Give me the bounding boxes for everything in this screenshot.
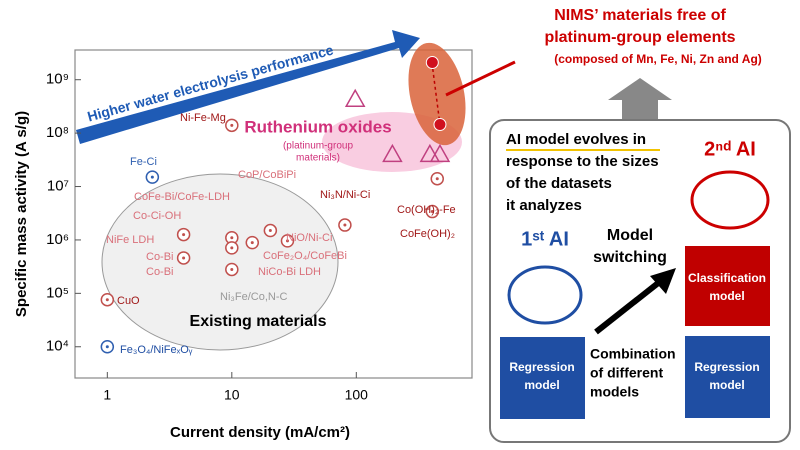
y-tick-label: 10⁵: [46, 284, 69, 301]
point: [433, 118, 447, 132]
point-dot: [343, 223, 347, 227]
combination-label: models: [590, 384, 639, 400]
nims-title: NIMS’ materials free of: [554, 7, 726, 24]
point-label: Fe₃O₄/NiFeₓOᵧ: [120, 344, 193, 356]
point-dot: [105, 345, 109, 349]
x-tick-label: 10: [224, 387, 240, 403]
point: [382, 143, 403, 163]
nims-title: platinum-group elements: [544, 29, 735, 46]
box-label: Classification: [688, 271, 766, 285]
box-label: Regression: [694, 360, 759, 374]
group-label: Existing materials: [190, 313, 327, 330]
group-note: (platinum-group: [283, 141, 353, 152]
switching-label: Model: [607, 227, 653, 244]
point-dot: [182, 256, 186, 260]
brain-icon: [507, 265, 583, 325]
point: [419, 143, 441, 163]
point-label: Co-Bi: [146, 266, 174, 278]
point-label: NiCo-Bi LDH: [258, 266, 321, 278]
regression-box: [500, 337, 585, 419]
point-label: Co-Ci-OH: [133, 210, 181, 222]
combination-label: Combination: [590, 346, 676, 362]
nims-region: [408, 42, 466, 146]
point-dot: [435, 177, 439, 181]
description-line: of the datasets: [506, 175, 612, 192]
point-dot: [268, 229, 272, 233]
y-tick-label: 10⁴: [46, 338, 69, 355]
first-ai-label: 1ˢᵗ AI: [521, 228, 569, 250]
box-label: model: [709, 289, 744, 303]
y-tick-label: 10⁸: [46, 124, 69, 141]
x-axis-label: Current density (mA/cm²): [170, 424, 350, 441]
y-tick-label: 10⁹: [46, 71, 69, 88]
y-tick-label: 10⁶: [46, 231, 69, 248]
nims-link: [431, 62, 441, 126]
point-dot: [230, 123, 234, 127]
x-tick-label: 1: [103, 387, 111, 403]
point-label: CoFe(OH)₂: [400, 228, 455, 240]
point-label: NiFe LDH: [106, 234, 154, 246]
point-dot: [182, 233, 186, 237]
switch-arrow: [594, 277, 664, 335]
regression-box: [685, 336, 770, 418]
brain-icon: [690, 170, 770, 230]
point: [425, 56, 439, 70]
box-label: model: [524, 378, 559, 392]
point-dot: [430, 210, 434, 214]
up-arrow: [608, 78, 672, 120]
point-dot: [150, 175, 154, 179]
box-label: model: [709, 378, 744, 392]
point-label: Co-Bi: [146, 251, 174, 263]
point-label: Ni₃N/Ni-Ci: [320, 189, 370, 201]
point-label: NiO/Ni-Ci: [286, 232, 332, 244]
switch-arrow-head: [650, 268, 676, 294]
combination-label: of different: [590, 365, 663, 381]
description-line: it analyzes: [506, 197, 582, 214]
second-ai-label: 2ⁿᵈ AI: [704, 138, 756, 160]
point-label: CoFe-Bi/CoFe-LDH: [134, 191, 230, 203]
classification-box: [685, 246, 770, 326]
x-tick-label: 100: [345, 387, 369, 403]
ai-description: AI model evolves in response to the size…: [506, 131, 659, 214]
point-dot: [250, 241, 254, 245]
point-label: CoP/CoBiPi: [238, 169, 296, 181]
point-dot: [105, 298, 109, 302]
description-line: AI model evolves in: [506, 131, 646, 148]
y-tick-label: 10⁷: [47, 177, 69, 194]
performance-arrow: [76, 30, 420, 144]
point-label: CuO: [117, 295, 140, 307]
point-label: Ni-Fe-Mg: [180, 112, 226, 124]
box-label: Regression: [509, 360, 574, 374]
point-label: Fe-Ci: [130, 156, 157, 168]
existing-region: [101, 173, 339, 351]
description-line: response to the sizes: [506, 153, 659, 170]
point: [429, 143, 451, 163]
point-label: CoFe₂O₄/CoFeBi: [263, 250, 347, 262]
y-axis-label: Specific mass activity (A s/g): [13, 111, 30, 317]
point-dot: [285, 239, 289, 243]
nims-subtitle: (composed of Mn, Fe, Ni, Zn and Ag): [554, 52, 762, 66]
callout-line: [445, 60, 516, 97]
point-dot: [230, 236, 234, 240]
point-label: Co(OH)₂-Fe: [397, 204, 456, 216]
point-label: Ni₃Fe/Co,N-C: [220, 291, 287, 303]
point-dot: [230, 267, 234, 271]
point: [344, 88, 366, 108]
group-label: Ruthenium oxides: [244, 117, 391, 136]
point-dot: [230, 246, 234, 250]
switching-label: switching: [593, 249, 667, 266]
group-note: materials): [296, 153, 340, 164]
